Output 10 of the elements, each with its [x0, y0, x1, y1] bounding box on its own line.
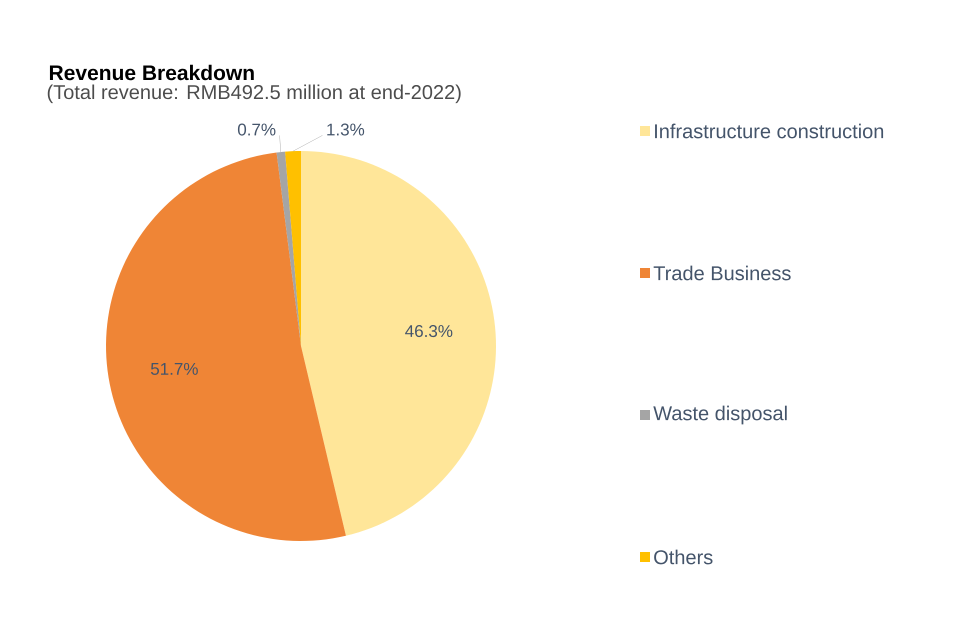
data-label: 0.7% — [238, 124, 276, 136]
data-label: 51.7% — [150, 362, 198, 375]
legend-label: Others — [654, 550, 712, 564]
legend-label: Waste disposal — [653, 406, 787, 424]
chart-title: Revenue Breakdown — [50, 64, 254, 80]
chart-subtitle: (Total revenue: RMB492.5 million at end-2022) — [48, 84, 461, 104]
legend-label: Infrastructure construction — [655, 124, 884, 138]
legend-label: Trade Business — [654, 266, 791, 280]
data-label: 46.3% — [405, 325, 452, 338]
data-label: 1.3% — [327, 124, 364, 136]
